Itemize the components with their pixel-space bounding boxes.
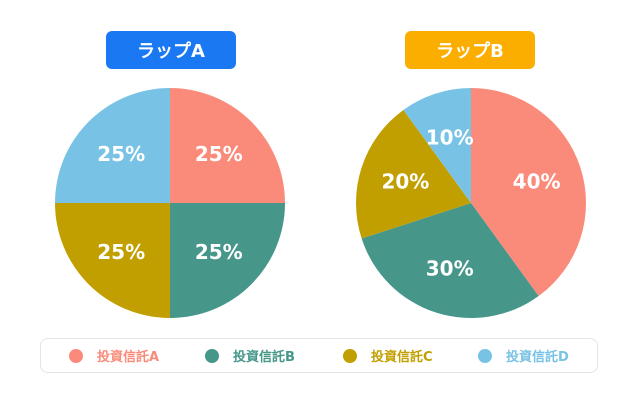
legend-label-d: 投資信託D <box>506 350 569 365</box>
legend: 投資信託A 投資信託B 投資信託C 投資信託D <box>40 338 598 373</box>
pie-b-slice-d <box>403 88 471 203</box>
legend-label-a: 投資信託A <box>97 350 160 365</box>
pie-a-slice-b <box>170 203 285 318</box>
legend-item-c: 投資信託C <box>343 339 433 372</box>
pie-b-label-b: 30% <box>426 257 474 281</box>
pie-b-label-d: 10% <box>426 125 474 149</box>
pie-b-slice-c <box>355 109 471 239</box>
legend-label-c: 投資信託C <box>371 350 433 365</box>
pie-a-label-d: 25% <box>97 142 145 166</box>
pie-a-label-c: 25% <box>97 240 145 264</box>
chart-a-title: ラップA <box>106 31 236 69</box>
legend-item-d: 投資信託D <box>478 339 569 372</box>
pie-a-slice-d <box>55 88 170 203</box>
pie-a-label-b: 25% <box>195 240 243 264</box>
legend-label-b: 投資信託B <box>233 350 295 365</box>
legend-swatch-b <box>205 348 219 363</box>
legend-item-a: 投資信託A <box>69 339 159 372</box>
pie-b-slice-b <box>361 203 539 319</box>
legend-swatch-a <box>69 348 83 363</box>
pie-a-slice-c <box>55 203 170 318</box>
pie-a-label-a: 25% <box>195 142 243 166</box>
chart-b-title: ラップB <box>405 31 535 69</box>
legend-item-b: 投資信託B <box>205 339 295 372</box>
pie-b-label-a: 40% <box>513 170 561 194</box>
pie-b-slice-a <box>471 88 587 297</box>
legend-swatch-d <box>478 348 492 363</box>
pie-a-slice-a <box>170 88 285 203</box>
pie-b-label-c: 20% <box>381 170 429 194</box>
legend-swatch-c <box>343 348 357 363</box>
